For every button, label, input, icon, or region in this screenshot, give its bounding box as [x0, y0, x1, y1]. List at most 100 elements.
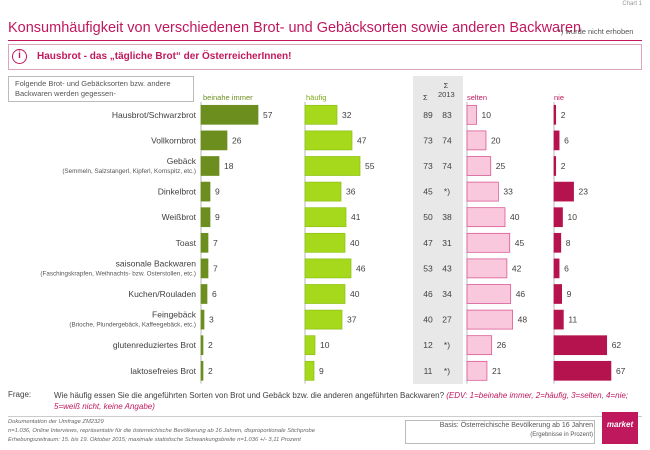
data-label-beinahe: 2	[208, 366, 213, 376]
bar-beinahe	[200, 232, 209, 253]
bar-beinahe	[200, 207, 211, 228]
sigma-2013-value: 34	[442, 289, 452, 299]
data-label-nie: 8	[566, 238, 571, 248]
sigma-2013-value: 38	[442, 212, 452, 222]
data-label-nie: 2	[561, 110, 566, 120]
bar-selten	[466, 181, 499, 202]
data-label-nie: 62	[612, 340, 622, 350]
sigma-value: 46	[423, 289, 433, 299]
header-sigma-2013: Σ 2013	[438, 81, 455, 99]
footer-divider	[8, 416, 642, 417]
data-label-nie: 2	[561, 161, 566, 171]
sigma-2013-value: 74	[442, 161, 452, 171]
bar-haeufig	[304, 284, 346, 304]
bar-haeufig	[304, 335, 316, 356]
sigma-value: 89	[423, 110, 433, 120]
sigma-2013-value: 83	[442, 110, 452, 120]
data-label-nie: 10	[568, 212, 578, 222]
bar-nie	[553, 104, 557, 125]
sigma-value: 11	[424, 366, 433, 376]
header-sigma: Σ	[423, 93, 428, 102]
bar-beinahe	[200, 360, 204, 381]
data-label-haeufig: 40	[350, 289, 360, 299]
sigma-2013-value: *)	[444, 366, 450, 376]
bar-nie	[553, 130, 560, 151]
data-label-selten: 40	[510, 212, 520, 222]
header-beinahe-immer: beinahe immer	[203, 93, 253, 102]
chart-number: Chart 1	[622, 1, 642, 7]
data-label-selten: 46	[516, 289, 526, 299]
data-label-selten: 21	[492, 366, 502, 376]
bar-selten	[466, 156, 492, 176]
data-label-selten: 48	[518, 315, 528, 325]
category-label: glutenreduziertes Brot	[113, 340, 197, 350]
data-label-nie: 9	[567, 289, 572, 299]
bar-haeufig	[304, 258, 352, 279]
bar-beinahe	[200, 335, 204, 356]
bar-selten	[466, 335, 493, 356]
subtitle: Hausbrot - das „tägliche Brot“ der Öster…	[37, 51, 292, 62]
category-label: Dinkelbrot	[158, 187, 197, 197]
bar-selten	[466, 284, 512, 304]
bar-nie	[553, 232, 562, 253]
data-label-haeufig: 40	[350, 238, 360, 248]
data-label-beinahe: 18	[224, 161, 234, 171]
sigma-value: 50	[423, 212, 433, 222]
chart-title: Konsumhäufigkeit von verschiedenen Brot-…	[8, 20, 582, 36]
data-label-nie: 6	[564, 135, 569, 145]
bar-beinahe	[200, 309, 205, 330]
bar-haeufig	[304, 130, 353, 151]
bar-nie	[553, 156, 557, 176]
bar-nie	[553, 207, 563, 228]
data-label-haeufig: 36	[346, 187, 356, 197]
category-label: Gebäck	[167, 156, 197, 166]
data-label-selten: 45	[515, 238, 525, 248]
category-label: Hausbrot/Schwarzbrot	[112, 110, 197, 120]
bar-nie	[553, 258, 560, 279]
title-divider	[8, 40, 642, 41]
not-surveyed-note: *) wurde nicht erhoben	[558, 27, 634, 36]
data-label-selten: 25	[496, 161, 506, 171]
data-label-beinahe: 26	[232, 135, 242, 145]
category-label: Vollkornbrot	[151, 135, 197, 145]
data-label-haeufig: 46	[356, 263, 366, 273]
bar-haeufig	[304, 360, 315, 381]
sum-column-band	[413, 76, 463, 384]
question-label: Frage:	[8, 390, 32, 399]
category-label: Kuchen/Rouladen	[128, 289, 196, 299]
sigma-2013-value: 31	[442, 238, 452, 248]
data-label-haeufig: 37	[347, 315, 357, 325]
data-label-beinahe: 9	[215, 187, 220, 197]
market-logo: market	[602, 412, 638, 444]
bar-beinahe	[200, 258, 209, 279]
category-label: Feingebäck	[152, 310, 197, 320]
sigma-2013-value: *)	[444, 187, 450, 197]
sigma-value: 73	[423, 161, 433, 171]
data-label-nie: 6	[564, 263, 569, 273]
sigma-2013-value: 43	[442, 263, 452, 273]
data-label-selten: 26	[497, 340, 507, 350]
bar-haeufig	[304, 232, 346, 253]
data-label-haeufig: 10	[320, 340, 330, 350]
data-label-beinahe: 7	[213, 238, 218, 248]
bar-beinahe	[200, 181, 211, 202]
bar-selten	[466, 309, 513, 330]
data-label-selten: 42	[512, 263, 522, 273]
category-label: laktosefreies Brot	[130, 366, 196, 376]
bar-haeufig	[304, 156, 361, 176]
category-sublabel: (Faschingskrapfen, Weihnachts- bzw. Oste…	[40, 270, 196, 277]
header-selten: selten	[467, 93, 488, 102]
data-label-nie: 11	[568, 315, 577, 325]
footer-sample: n=1.036, Online Interviews, repräsentati…	[8, 428, 315, 434]
data-label-haeufig: 41	[351, 212, 361, 222]
footer-period: Erhebungszeitraum: 15. bis 19. Oktober 2…	[8, 437, 301, 443]
bar-selten	[466, 258, 508, 279]
category-sublabel: (Semmeln, Salzstangerl, Kipferl, Kornspi…	[62, 168, 196, 175]
data-label-beinahe: 6	[212, 289, 217, 299]
bar-nie	[553, 335, 608, 356]
header-nie: nie	[554, 93, 565, 102]
sigma-value: 12	[423, 340, 433, 350]
bar-selten	[466, 360, 488, 381]
bar-haeufig	[304, 104, 338, 125]
footer-doc: Dokumentation der Umfrage ZM2329	[8, 419, 104, 425]
